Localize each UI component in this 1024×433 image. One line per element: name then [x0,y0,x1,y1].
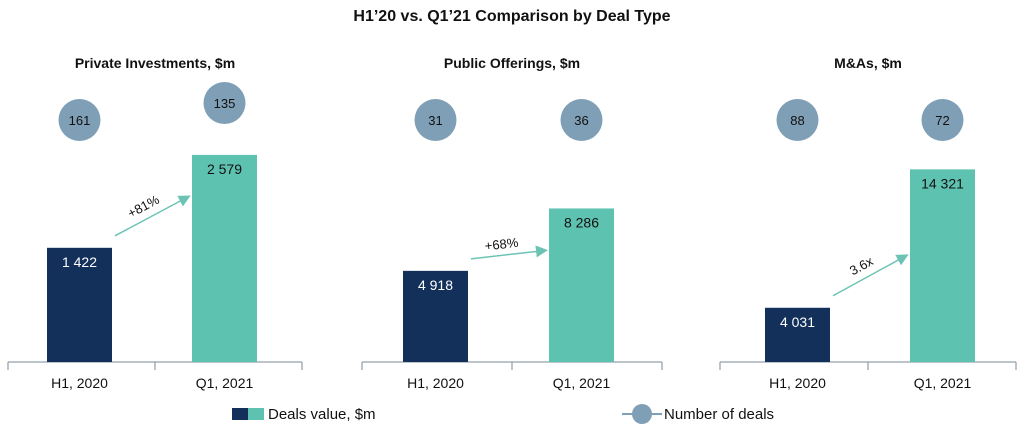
chart-title: H1’20 vs. Q1’21 Comparison by Deal Type [353,8,671,25]
bar-value-label-2-1: 14 321 [921,175,964,191]
charts-area: Private Investments, $m 1 422 161 H1, 2020 2… [7,55,1017,391]
deals-count-0-1: 135 [214,96,236,111]
legend-deals-label: Number of deals [664,405,775,423]
growth-arrow-0 [114,195,191,237]
deals-circle-0-0 [58,99,101,141]
deals-circle-0-1 [203,82,246,124]
legend-number-of-deals: Number of deals [622,400,774,428]
x-tick-label-0-1: Q1, 2021 [196,375,254,391]
legend-deals-marker [622,404,662,424]
legend-value-swatch [232,408,264,420]
panel-title-1: Public Offerings, $m [444,55,580,71]
growth-arrow-1 [470,245,548,260]
bar-1-1 [549,208,614,362]
growth-arrow-2 [832,254,909,297]
deals-count-2-0: 88 [790,113,804,128]
legend-swatch-h1-2020 [232,408,248,420]
bar-value-label-2-0: 4 031 [780,314,815,330]
deals-circle-2-1 [921,99,964,141]
bar-1-0 [403,270,468,362]
panel-title-0: Private Investments, $m [75,55,235,71]
deals-circle-1-0 [414,99,457,141]
bar-0-0 [47,247,112,362]
growth-label-0: +81% [125,192,162,221]
bar-2-0 [765,307,830,362]
x-tick-label-1-0: H1, 2020 [407,375,464,391]
bar-value-label-0-0: 1 422 [62,254,97,270]
x-tick-label-0-0: H1, 2020 [51,375,108,391]
deals-count-1-0: 31 [428,113,442,128]
deals-count-0-0: 161 [69,113,91,128]
x-tick-label-2-1: Q1, 2021 [914,375,972,391]
bar-2-1 [910,169,975,362]
x-tick-label-1-1: Q1, 2021 [553,375,611,391]
bar-value-label-1-1: 8 286 [564,214,599,230]
bar-value-label-1-0: 4 918 [418,277,453,293]
deals-count-2-1: 72 [935,113,949,128]
legend-deals-value: Deals value, $m [232,400,376,428]
panel-title-2: M&As, $m [834,55,902,71]
deals-circle-2-0 [776,99,819,141]
x-tick-label-2-0: H1, 2020 [769,375,826,391]
bar-0-1 [192,154,257,362]
growth-label-1: +68% [484,235,520,254]
bar-value-label-0-1: 2 579 [207,161,242,177]
legend-value-label: Deals value, $m [268,405,376,423]
deals-count-1-1: 36 [574,113,588,128]
deals-circle-1-1 [560,99,603,141]
legend-swatch-q1-2021 [248,408,264,420]
